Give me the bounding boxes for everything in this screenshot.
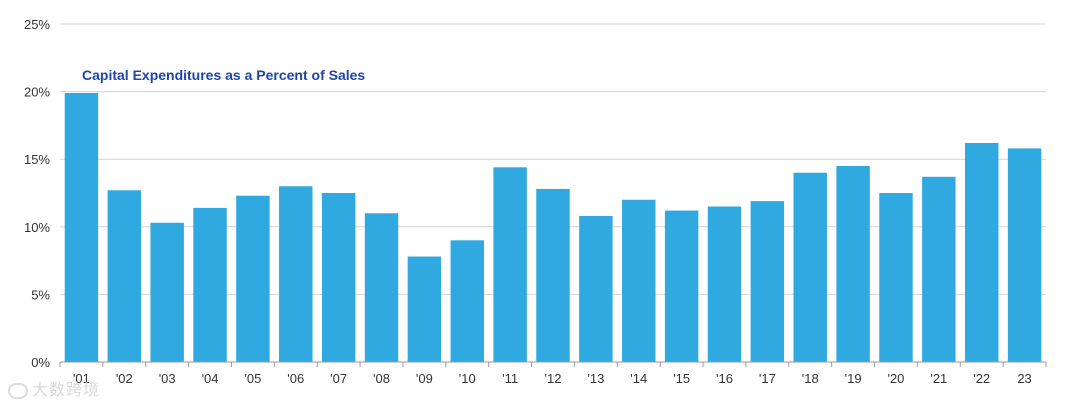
x-tick-label: '21 [930, 371, 947, 386]
x-tick-label: '17 [759, 371, 776, 386]
chart-title: Capital Expenditures as a Percent of Sal… [82, 67, 365, 83]
y-tick-label: 15% [24, 152, 50, 167]
y-tick-label: 10% [24, 220, 50, 235]
y-tick-label: 20% [24, 85, 50, 100]
bar [407, 256, 442, 362]
x-axis-ticks: '01 '02 '03 '04 '05 '06 '07 '08 '09 '10 '11 '12 '13 '… [59, 362, 1047, 386]
x-tick-label: '18 [802, 371, 819, 386]
bar [922, 176, 956, 362]
bar [364, 213, 399, 362]
x-tick-label: '11 [502, 371, 518, 386]
bar [236, 195, 270, 362]
x-tick-label: '12 [545, 371, 562, 386]
x-tick-label: '15 [673, 371, 690, 386]
bar [579, 215, 613, 362]
x-tick-label: '14 [630, 371, 647, 386]
y-tick-label: 5% [31, 287, 50, 302]
bar [879, 193, 913, 362]
bars [64, 92, 1042, 363]
bar [1007, 148, 1042, 362]
bar [321, 193, 356, 362]
x-tick-label: '10 [459, 371, 476, 386]
bar [622, 199, 656, 362]
bar [964, 142, 999, 362]
x-tick-label: '09 [416, 371, 433, 386]
x-tick-label: '22 [973, 371, 990, 386]
bar [750, 201, 785, 362]
bar [279, 186, 313, 362]
x-tick-label: '06 [287, 371, 304, 386]
bar [193, 207, 227, 362]
x-tick-label: '19 [845, 371, 862, 386]
y-tick-label: 25% [24, 17, 50, 32]
bar [450, 240, 484, 362]
x-tick-label: '02 [116, 371, 133, 386]
bar [64, 92, 99, 363]
watermark-logo-icon [8, 382, 28, 399]
x-tick-label: '13 [587, 371, 604, 386]
bar [536, 188, 570, 362]
x-tick-label: '16 [716, 371, 733, 386]
y-tick-label: 0% [31, 355, 50, 370]
y-axis-ticks: 0% 5% 10% 15% 20% 25% [24, 17, 50, 370]
bar [664, 210, 699, 362]
x-tick-label: '04 [202, 371, 219, 386]
x-tick-label: '01 [73, 371, 90, 386]
x-tick-label: '03 [159, 371, 176, 386]
bar [493, 167, 527, 362]
bar [836, 165, 870, 362]
watermark: 大数跨境 [8, 376, 100, 400]
bar [150, 222, 184, 362]
watermark-text: 大数跨境 [32, 380, 101, 399]
bar [707, 206, 742, 362]
x-tick-label: '20 [887, 371, 904, 386]
x-tick-label: '07 [330, 371, 347, 386]
bar [107, 190, 142, 362]
x-tick-label: '08 [373, 371, 390, 386]
bar [793, 172, 827, 362]
x-tick-label: 23 [1017, 371, 1031, 386]
x-tick-label: '05 [244, 371, 261, 386]
